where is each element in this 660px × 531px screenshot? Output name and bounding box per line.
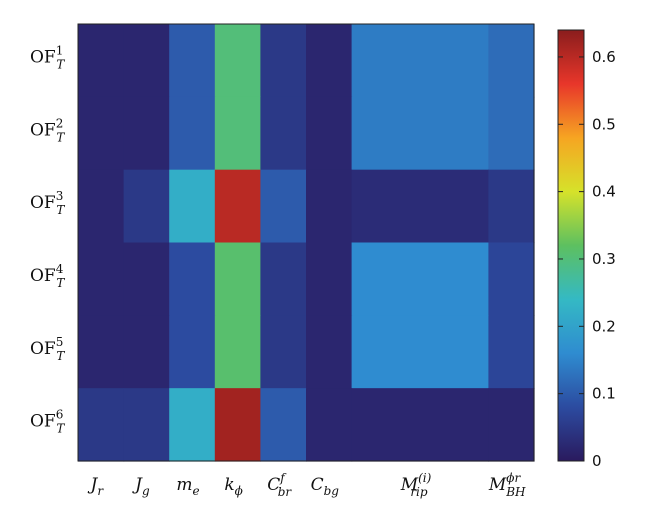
heatmap-cell xyxy=(306,242,353,316)
y-tick-label: OF1 T xyxy=(30,43,65,71)
heatmap-cell xyxy=(306,24,353,98)
heatmap-cell xyxy=(169,169,216,244)
heatmap-cell xyxy=(123,242,170,316)
heatmap-cell xyxy=(488,169,535,244)
heatmap-cell xyxy=(214,242,261,316)
heatmap-cell xyxy=(78,388,125,462)
heatmap-cell xyxy=(123,24,170,98)
x-tick-label: Jg xyxy=(132,475,150,498)
heatmap-cell xyxy=(78,169,125,244)
heatmap-cell xyxy=(78,24,125,98)
heatmap-cell xyxy=(351,242,489,316)
heatmap-cell xyxy=(260,96,307,171)
colorbar-ticks: 0 0.1 0.2 0.3 0.4 0.5 0.6 xyxy=(558,48,616,470)
heatmap-cell xyxy=(123,96,170,171)
heatmap-cell xyxy=(351,24,489,98)
heatmap-cell xyxy=(306,96,353,171)
heatmap-cell xyxy=(306,315,353,389)
heatmap-cell xyxy=(351,388,489,462)
heatmap-cell xyxy=(214,24,261,98)
heatmap-cell xyxy=(169,388,216,462)
heatmap-cell xyxy=(169,96,216,171)
colorbar-tick-label: 0.5 xyxy=(592,115,616,133)
heatmap-cell xyxy=(78,315,125,389)
heatmap-cell xyxy=(351,96,489,171)
heatmap-cell xyxy=(214,315,261,389)
y-tick-label: OF2 T xyxy=(30,116,65,144)
y-tick-label: OF4 T xyxy=(30,262,65,290)
y-tick-label: OF3 T xyxy=(30,189,65,217)
heatmap-cell xyxy=(351,315,489,389)
heatmap-cell xyxy=(123,169,170,244)
heatmap-cell xyxy=(260,315,307,389)
heatmap-cell xyxy=(78,242,125,316)
plot-frame xyxy=(77,23,535,462)
x-tick-label: Mϕr BH xyxy=(488,471,526,499)
heatmap-cell xyxy=(306,169,353,244)
heatmap-cell xyxy=(214,388,261,462)
heatmap-cell xyxy=(260,169,307,244)
heatmap-cell xyxy=(169,24,216,98)
colorbar-tick-label: 0 xyxy=(592,452,602,470)
y-tick-label: OF6 T xyxy=(30,408,65,436)
x-axis-labels: Jr Jg me kϕ Cf br Cbg M(i) rip Mϕr BH xyxy=(88,471,527,499)
heatmap-cell xyxy=(260,242,307,316)
colorbar-tick-label: 0.3 xyxy=(592,250,616,268)
x-tick-label: Cf br xyxy=(267,471,292,499)
colorbar-tick-label: 0.2 xyxy=(592,317,616,335)
heatmap-cell xyxy=(123,388,170,462)
colorbar-tick-label: 0.1 xyxy=(592,385,616,403)
heatmap-cells xyxy=(78,24,535,462)
heatmap-cell xyxy=(488,315,535,389)
heatmap-cell xyxy=(169,315,216,389)
colorbar-tick-label: 0.4 xyxy=(592,183,616,201)
heatmap-cell xyxy=(123,315,170,389)
heatmap-cell xyxy=(214,169,261,244)
colorbar xyxy=(557,29,585,462)
heatmap-cell xyxy=(306,388,353,462)
heatmap-cell xyxy=(488,96,535,171)
heatmap-cell xyxy=(488,24,535,98)
heatmap-cell xyxy=(214,96,261,171)
y-axis-labels: OF1 T OF2 T OF3 T OF4 T OF5 T OF6 T xyxy=(30,43,65,435)
heatmap-cell xyxy=(260,388,307,462)
colorbar-tick-label: 0.6 xyxy=(592,48,616,66)
heatmap-cell xyxy=(78,96,125,171)
y-tick-label: OF5 T xyxy=(30,335,65,363)
x-tick-label: Jr xyxy=(88,475,105,498)
x-tick-label: kϕ xyxy=(224,475,243,498)
x-tick-label: M(i) rip xyxy=(400,471,432,499)
heatmap-cell xyxy=(351,169,489,244)
heatmap-cell xyxy=(488,242,535,316)
x-tick-label: me xyxy=(176,475,199,498)
heatmap-cell xyxy=(488,388,535,462)
heatmap-cell xyxy=(260,24,307,98)
x-tick-label: Cbg xyxy=(311,475,340,498)
heatmap-cell xyxy=(169,242,216,316)
